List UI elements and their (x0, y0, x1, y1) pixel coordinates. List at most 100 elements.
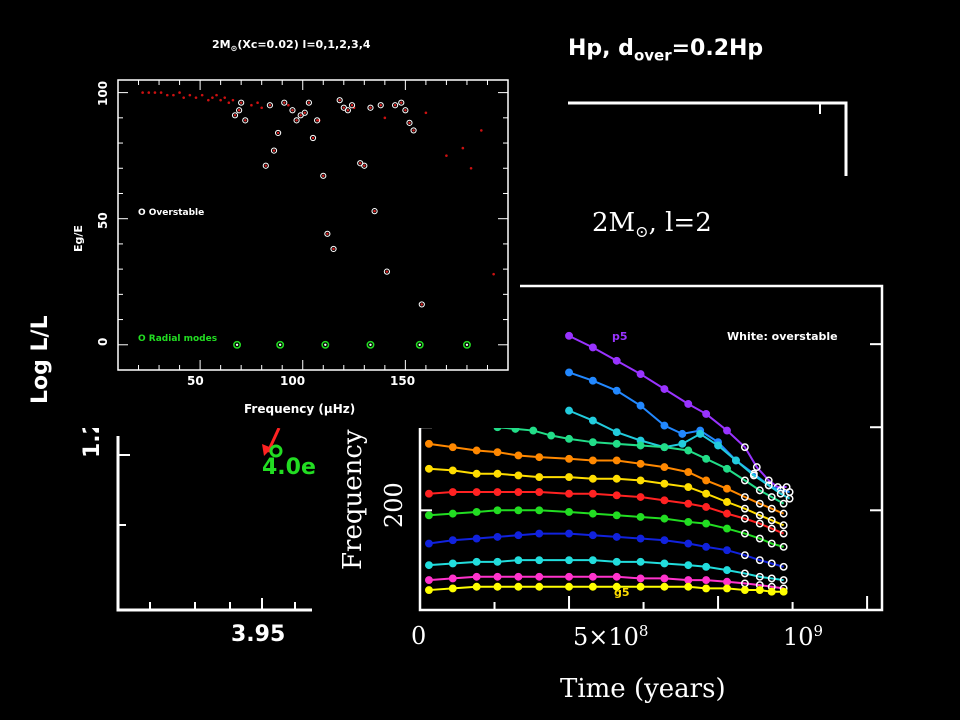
series-point (702, 542, 711, 551)
main-x-tick-0-text: 0 (411, 622, 427, 650)
overstable-point-center (315, 119, 319, 122)
radial-mode-point (415, 340, 424, 349)
series-point (493, 532, 502, 541)
stable-point (188, 93, 192, 97)
series-point (660, 582, 669, 591)
series-point (424, 464, 433, 473)
series-point (678, 439, 687, 448)
inset-ylabel: Eg/E (72, 225, 85, 252)
series-point (740, 569, 749, 578)
main-x-tick-1: 5×108 (573, 622, 648, 651)
series-point (588, 456, 597, 465)
main-x-tick-1-sup: 8 (638, 622, 649, 640)
series-point (472, 469, 481, 478)
inset-y-tick-0-text: 0 (96, 337, 110, 346)
inset-y-tick-100: 100 (96, 81, 110, 106)
series-point (779, 509, 788, 518)
series-point (702, 576, 711, 585)
overstable-point (398, 99, 405, 106)
series-point (696, 429, 705, 438)
overstable-point-center (299, 114, 302, 117)
radial-mode-point-center (278, 343, 282, 346)
overstable-point (289, 107, 296, 114)
evolution-title: 2M⊙, l=2 (592, 208, 712, 241)
overstable-point (377, 102, 384, 109)
series-point (684, 582, 693, 591)
radial-mode-point (366, 340, 375, 349)
series-point (660, 463, 669, 472)
inset-y-tick-100-text: 100 (96, 80, 110, 106)
radial-mode-point (276, 340, 285, 349)
series-point (684, 517, 693, 526)
series-point (660, 574, 669, 583)
overstable-point (361, 162, 368, 169)
series-point (448, 488, 457, 496)
overstable-point (231, 112, 239, 119)
series-point (779, 521, 788, 530)
inset-y-tick-50-text: 50 (96, 212, 110, 229)
overstable-point-center (239, 101, 243, 104)
series-point (514, 451, 523, 460)
overstable-point-center (346, 109, 350, 112)
series-point (660, 559, 669, 568)
series-point (424, 489, 433, 498)
series-point (535, 582, 544, 591)
hr-marker-label: 4.0e (262, 455, 316, 480)
inset-legend-radial: O Radial modes (138, 334, 217, 344)
series-point (684, 539, 693, 548)
stable-point (211, 96, 214, 99)
overstable-point-center (272, 149, 276, 152)
series-point (612, 456, 621, 465)
stable-point (182, 96, 185, 99)
series-point (424, 576, 433, 585)
overstable-point (336, 97, 343, 104)
inset-ylabel-text: Eg/E (72, 225, 85, 252)
stable-point (172, 93, 175, 97)
series-point (684, 483, 693, 491)
series-point (565, 454, 573, 463)
stable-point (223, 96, 227, 99)
stable-point (165, 93, 169, 97)
series-point (514, 471, 523, 480)
stable-point (141, 91, 144, 94)
overstable-point-center (408, 121, 411, 125)
main-x-tick-2-sup: 9 (813, 622, 824, 640)
series-point (636, 557, 645, 566)
series-point (588, 474, 597, 483)
series-point (702, 562, 711, 571)
series-point (636, 582, 645, 591)
series-point (755, 486, 764, 495)
series-point (740, 476, 749, 485)
overstable-point (281, 99, 288, 106)
series-point (472, 582, 481, 591)
series-point (535, 556, 544, 565)
series-point (424, 439, 433, 448)
series-point (588, 572, 597, 581)
series-point (767, 574, 776, 583)
series-point (612, 532, 621, 541)
main-x-tick-2: 109 (783, 622, 823, 651)
series-point (588, 531, 597, 540)
inset-y-tick-0: 0 (96, 338, 110, 346)
series-point (612, 511, 621, 520)
series-point (779, 562, 788, 571)
series-point (493, 557, 502, 566)
series-point (636, 513, 645, 521)
series-point (514, 531, 523, 540)
stable-point (287, 103, 290, 107)
series-point (448, 559, 457, 568)
inset-sun-symbol: ⊙ (230, 44, 238, 54)
series-point (767, 587, 776, 596)
overstable-point (383, 268, 390, 275)
g5-text: g5 (614, 586, 630, 599)
series-point (514, 556, 523, 565)
series-point (684, 446, 693, 455)
overstable-point (344, 107, 351, 114)
series-point (588, 582, 597, 591)
overstable-point (262, 162, 269, 169)
series-point (493, 506, 502, 515)
main-legend-white: White: overstable (727, 330, 838, 343)
series-point (588, 556, 597, 565)
series-point (636, 401, 645, 410)
